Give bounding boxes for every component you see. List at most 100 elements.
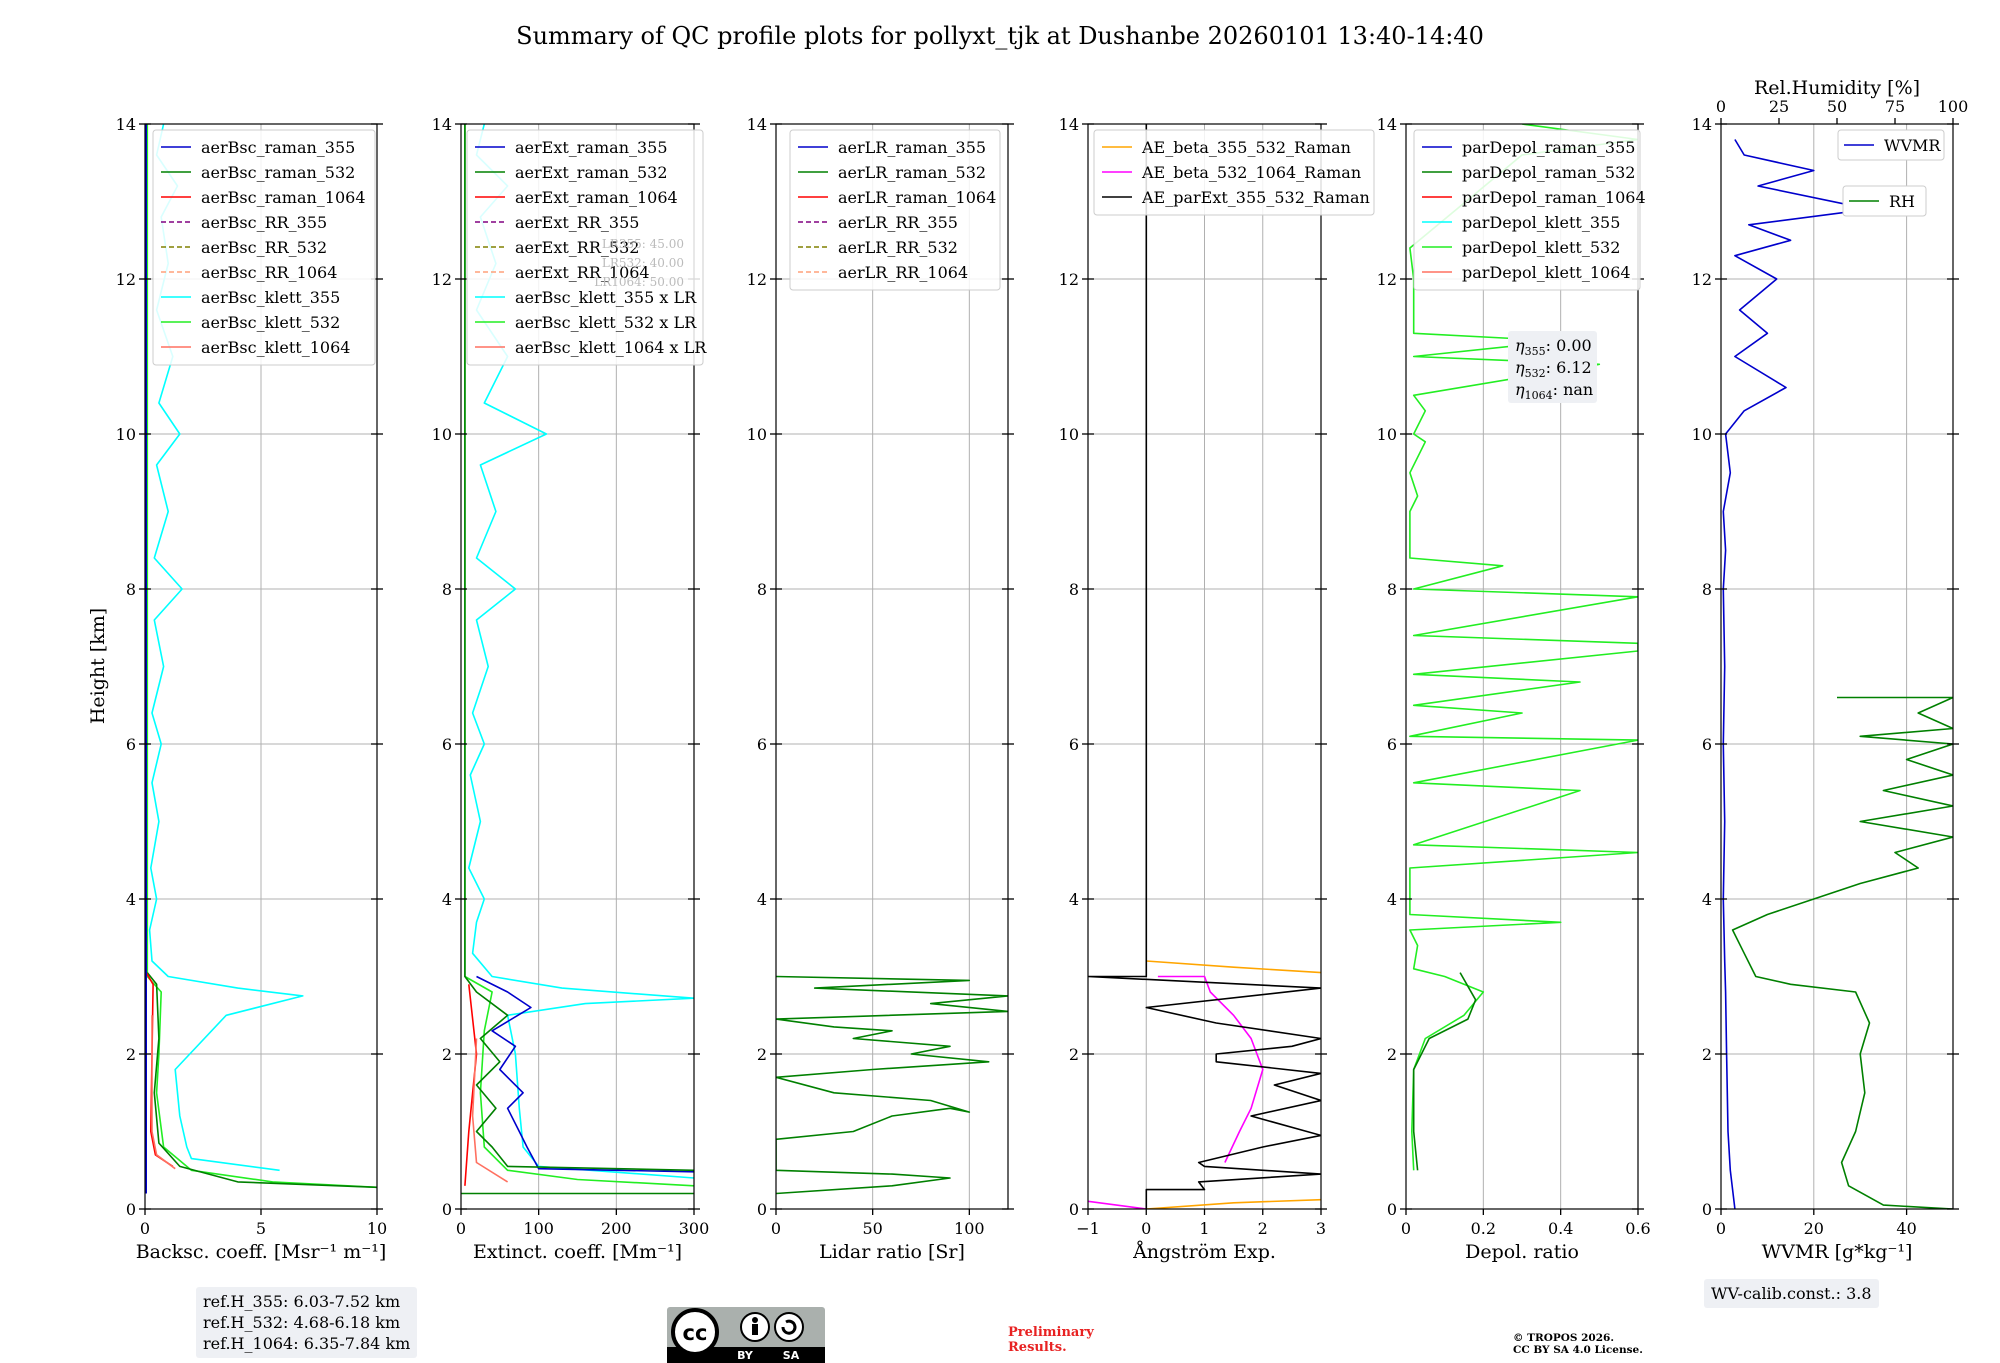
x-tick-label: 20 [1804,1219,1824,1238]
wv-calibration-box: WV-calib.const.: 3.8 [1704,1279,1879,1308]
x-axis-label: Ångström Exp. [1132,1241,1276,1263]
x-tick-label: 0 [140,1219,150,1238]
top-x-tick-label: 0 [1716,97,1726,116]
y-tick-label: 8 [1069,580,1079,599]
legend-label: aerBsc_klett_355 [201,288,340,307]
top-x-tick-label: 100 [1938,97,1969,116]
eta-532: η532: 6.12 [1515,358,1592,380]
legend-label: parDepol_raman_1064 [1462,188,1646,207]
axes-frame [1405,123,1639,1210]
legend-label: aerBsc_raman_1064 [201,188,366,207]
y-tick-label: 8 [126,580,136,599]
series-line-aerExt_raman_1064 [464,984,478,1186]
legend-label: aerLR_raman_532 [838,163,986,182]
legend-label: parDepol_raman_355 [1462,138,1635,157]
x-tick-label: 5 [256,1219,266,1238]
top-axis-label: Rel.Humidity [%] [1754,77,1920,99]
series-line-aerBsc_klett_1064 [151,1015,176,1170]
x-tick-label: −1 [1076,1219,1100,1238]
eta-box [1508,331,1597,403]
lr-annotation: LR532: 40.00 [602,256,684,270]
ref-height-355: ref.H_355: 6.03-7.52 km [203,1292,401,1311]
panel-lr: 0 2 4 6 8 10 12 14 0 50 100 Lidar ratio [Sr] aerLR_r… [747,115,1014,1263]
x-tick-label: 0 [1401,1219,1411,1238]
svg-text:cc: cc [683,1321,708,1345]
legend-label: aerLR_raman_355 [838,138,986,157]
legend-label: aerBsc_raman_532 [201,163,355,182]
x-axis-label: WVMR [g*kg⁻¹] [1762,1241,1913,1263]
x-tick-label: 10 [367,1219,387,1238]
y-tick-label: 8 [442,580,452,599]
legend-label: AE_parExt_355_532_Raman [1141,188,1370,207]
preliminary-line-1: Preliminary [1008,1325,1094,1340]
eta-355: η355: 0.00 [1515,336,1592,358]
legend-label: aerBsc_raman_355 [201,138,355,157]
legend-label: aerBsc_klett_1064 x LR [515,338,707,357]
y-tick-label: 4 [1387,890,1397,909]
legend-label: aerExt_raman_1064 [515,188,678,207]
ref-height-1064: ref.H_1064: 6.35-7.84 km [203,1334,411,1353]
x-tick-label: 1 [1199,1219,1209,1238]
y-tick-label: 6 [757,735,767,754]
y-tick-label: 0 [126,1200,136,1219]
y-tick-label: 0 [442,1200,452,1219]
legend-label: aerExt_RR_1064 [515,263,650,282]
series-group [1409,124,1638,1171]
y-tick-label: 10 [1377,425,1397,444]
legend-box [789,129,1001,291]
series-line-parDepol_raman_532 [1412,972,1477,1171]
y-tick-label: 14 [432,115,452,134]
legend-label: parDepol_klett_532 [1462,238,1620,257]
y-tick-label: 8 [1387,580,1397,599]
legend-label: aerLR_RR_1064 [838,263,968,282]
panel-ext: 0 2 4 6 8 10 12 14 0 100 200 300 Extinct. coeff. [Mm… [432,115,710,1263]
y-tick-label: 2 [442,1045,452,1064]
legend-label: aerExt_raman_532 [515,163,668,182]
y-tick-label: 4 [757,890,767,909]
copyright-line-2: CC BY SA 4.0 License. [1513,1344,1643,1356]
y-tick-label: 2 [757,1045,767,1064]
axes-frame [775,123,1009,1210]
x-axis-label: Depol. ratio [1465,1241,1579,1263]
eta-1064: η1064: nan [1515,380,1593,402]
legend-label: aerExt_raman_355 [515,138,668,157]
legend-label: aerBsc_klett_1064 [201,338,350,357]
y-tick-label: 0 [1702,1200,1712,1219]
x-tick-label: 0 [456,1219,466,1238]
legend-label: aerBsc_RR_1064 [201,263,337,282]
series-line-aerBsc_klett_532 x LR [464,124,694,1187]
legend-box [1842,185,1927,217]
x-tick-label: 300 [679,1219,710,1238]
y-tick-label: 10 [1059,425,1079,444]
series-line-aerExt_raman_355 [476,975,694,1173]
y-tick-label: 6 [1702,735,1712,754]
y-tick-label: 6 [1069,735,1079,754]
y-tick-label: 12 [432,270,452,289]
legend-box [1413,129,1641,291]
x-tick-label: 0 [1716,1219,1726,1238]
y-tick-label: 2 [1069,1045,1079,1064]
axes-frame [1720,123,1954,1210]
figure-title: Summary of QC profile plots for pollyxt_… [516,22,1484,50]
cc-by-sa-icon: cc BY SA [667,1307,825,1363]
x-tick-label: 3 [1316,1219,1326,1238]
y-tick-label: 4 [1069,890,1079,909]
legend-label: parDepol_klett_1064 [1462,263,1631,282]
legend-label: AE_beta_532_1064_Raman [1141,163,1361,182]
x-tick-label: 200 [601,1219,632,1238]
series-line-aerBsc_klett_1064 x LR [471,1038,509,1183]
legend-label: WVMR [1884,136,1941,155]
top-x-tick-label: 75 [1885,97,1905,116]
legend-label: aerLR_raman_1064 [838,188,996,207]
x-tick-label: 40 [1896,1219,1916,1238]
y-tick-label: 4 [126,890,136,909]
series-line-AE_beta_355_532_Raman_upper [1146,960,1321,974]
series-line-parDepol_klett_532 [1409,124,1638,1171]
y-tick-label: 12 [1059,270,1079,289]
y-tick-label: 14 [1377,115,1397,134]
x-axis-label: Backsc. coeff. [Msr⁻¹ m⁻¹] [136,1241,387,1263]
x-tick-label: 50 [862,1219,882,1238]
legend-label: aerExt_RR_355 [515,213,639,232]
